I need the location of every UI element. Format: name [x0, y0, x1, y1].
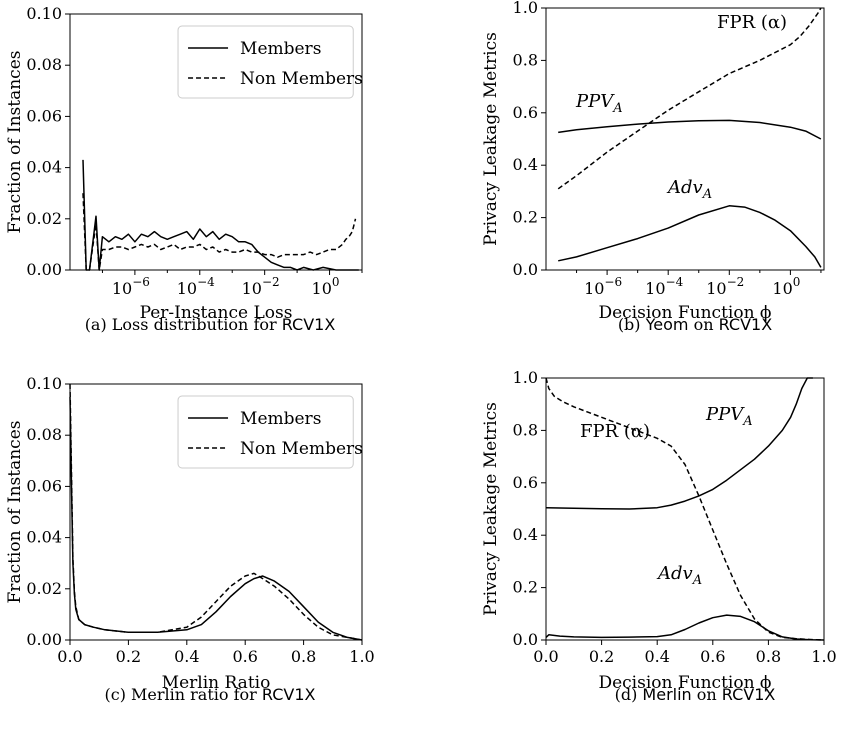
- x-tick-label: 10−6: [584, 275, 622, 298]
- y-tick-label: 1.0: [513, 0, 538, 17]
- x-tick-label: 10−4: [645, 275, 683, 298]
- panel-a-loss-distribution: 0.00 0.02 0.04 0.06 0.08 0.10 10−6 10−4 10−2 100 P…: [5, 4, 363, 334]
- x-tick-label: 0.6: [232, 647, 257, 666]
- x-axis-label: Decision Function ϕ: [598, 303, 771, 323]
- x-tick-label: 0.4: [644, 647, 669, 666]
- x-axis-label: Decision Function ϕ: [598, 673, 771, 693]
- y-tick-label: 0.04: [26, 158, 62, 177]
- x-axis-label: Merlin Ratio: [162, 673, 271, 693]
- legend-entry: Members: [240, 409, 321, 429]
- y-axis-label: Privacy Leakage Metrics: [481, 32, 501, 246]
- y-tick-label: 0.4: [513, 155, 538, 174]
- annotation-adv: AdvA: [656, 563, 702, 588]
- y-axis-label: Fraction of Instances: [5, 421, 25, 604]
- legend-box: [177, 25, 354, 99]
- annotation-fpr: FPR (α): [717, 12, 787, 33]
- y-axis-label: Fraction of Instances: [5, 51, 25, 234]
- y-tick-label: 0.08: [26, 425, 62, 444]
- x-tick-label: 0.8: [756, 647, 781, 666]
- x-axis-label: Per-Instance Loss: [140, 303, 293, 323]
- y-tick-label: 0.10: [26, 374, 62, 393]
- y-tick-label: 0.2: [513, 578, 538, 597]
- x-tick-label: 10−2: [242, 275, 280, 298]
- series-line-members: [82, 159, 359, 271]
- y-tick-label: 0.6: [513, 103, 538, 122]
- x-tick-label: 100: [772, 275, 800, 298]
- series-line-adv: [545, 614, 825, 641]
- legend: Members Non Members: [177, 25, 363, 99]
- x-tick-label: 10−4: [177, 275, 215, 298]
- legend-box: [177, 395, 354, 469]
- panel-b-yeom: 0.0 0.2 0.4 0.6 0.8 1.0 10−6 10−4 10−2 100Decisio…: [481, 0, 825, 334]
- x-tick-label: 1.0: [349, 647, 374, 666]
- x-tick-label: 0.6: [700, 647, 725, 666]
- series-line-non-members: [69, 383, 363, 641]
- legend-entry: Members: [240, 39, 321, 59]
- series-line-ppv: [558, 119, 822, 140]
- y-tick-label: 1.0: [513, 368, 538, 387]
- legend-entry: Non Members: [240, 69, 363, 89]
- y-tick-label: 0.8: [513, 420, 538, 439]
- y-tick-label: 0.8: [513, 50, 538, 69]
- caption: (a) Loss distribution for RCV1X: [85, 315, 336, 334]
- x-tick-label: 0.2: [589, 647, 614, 666]
- x-tick-label: 10−6: [112, 275, 150, 298]
- y-tick-label: 0.6: [513, 473, 538, 492]
- caption: (b) Yeom on RCV1X: [618, 315, 772, 334]
- x-tick-label: 0.2: [116, 647, 141, 666]
- annotation-fpr: FPR (α): [580, 421, 650, 442]
- y-tick-label: 0.0: [513, 630, 538, 649]
- x-tick-label: 100: [312, 275, 340, 298]
- panel-d-merlin: 0.0 0.2 0.4 0.6 0.8 1.0 0.0 0.2 0.4 0.6 0.8 1.0 Deci…: [481, 368, 837, 704]
- y-tick-label: 0.00: [26, 260, 62, 279]
- plot-frame: [69, 13, 363, 271]
- caption: (d) Merlin on RCV1X: [615, 685, 776, 704]
- plot-frame: [69, 383, 363, 641]
- series-line-non-members: [82, 193, 357, 271]
- x-tick-label: 0.0: [533, 647, 558, 666]
- y-tick-label: 0.06: [26, 106, 62, 125]
- x-tick-label: 0.8: [291, 647, 316, 666]
- caption: (c) Merlin ratio for RCV1X: [105, 685, 316, 704]
- y-tick-label: 0.2: [513, 208, 538, 227]
- y-tick-label: 0.0: [513, 260, 538, 279]
- x-tick-label: 0.0: [57, 647, 82, 666]
- y-tick-label: 0.4: [513, 525, 538, 544]
- x-tick-label: 0.4: [174, 647, 199, 666]
- y-tick-label: 0.04: [26, 528, 62, 547]
- plot-frame: [545, 377, 825, 641]
- legend-entry: Non Members: [240, 439, 363, 459]
- y-tick-label: 0.10: [26, 4, 62, 23]
- x-tick-label: 1.0: [811, 647, 836, 666]
- annotation-ppv: PPVA: [705, 404, 753, 429]
- panel-c-merlin-ratio: 0.00 0.02 0.04 0.06 0.08 0.10 0.0 0.2 0.4 0.6 0.8 1…: [5, 374, 375, 704]
- series-line-fpr: [557, 7, 822, 190]
- y-tick-label: 0.08: [26, 55, 62, 74]
- y-axis-label: Privacy Leakage Metrics: [481, 402, 501, 616]
- y-tick-label: 0.02: [26, 209, 62, 228]
- legend: Members Non Members: [177, 395, 363, 469]
- y-tick-label: 0.06: [26, 476, 62, 495]
- plot-frame: [545, 7, 825, 271]
- series-line-ppv: [545, 377, 813, 510]
- y-tick-label: 0.00: [26, 630, 62, 649]
- y-tick-label: 0.02: [26, 579, 62, 598]
- annotation-ppv: PPVA: [575, 91, 623, 116]
- annotation-adv: AdvA: [666, 177, 712, 202]
- x-tick-label: 10−2: [706, 275, 744, 298]
- series-line-adv: [558, 205, 822, 268]
